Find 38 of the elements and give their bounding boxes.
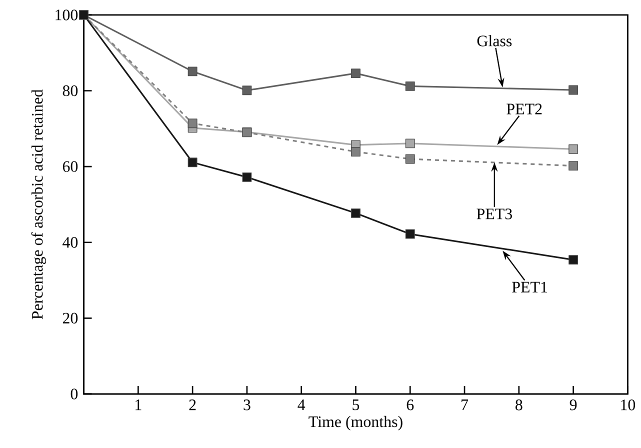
x-tick-label: 1 <box>136 400 142 410</box>
point <box>351 68 360 78</box>
point <box>568 85 578 95</box>
point <box>568 255 578 265</box>
point <box>405 229 415 239</box>
y-tick-label: 40 <box>62 237 78 248</box>
point <box>188 158 198 168</box>
y-tick-label: 0 <box>70 388 78 400</box>
point <box>405 154 415 164</box>
x-tick-label: 10 <box>621 400 636 410</box>
x-axis-title: Time (months) <box>308 416 402 430</box>
point <box>242 86 252 96</box>
x-tick-label: 7 <box>462 400 468 410</box>
point <box>188 118 198 128</box>
point <box>405 138 415 148</box>
x-tick-label: 6 <box>406 400 414 410</box>
point <box>188 66 198 76</box>
annotation: PET2 <box>506 104 542 114</box>
point <box>568 144 578 154</box>
x-tick-label: 2 <box>189 400 196 410</box>
point <box>351 147 360 157</box>
x-tick-label: 9 <box>570 400 577 410</box>
x-tick-label: 8 <box>516 400 522 410</box>
annotation: PET3 <box>476 208 512 220</box>
y-tick-label: 80 <box>62 85 78 96</box>
point <box>568 161 578 171</box>
point <box>405 82 415 92</box>
annotation: PET1 <box>512 282 548 292</box>
y-axis-title: Percentage of ascorbic acid retained <box>31 90 46 320</box>
point <box>242 172 252 182</box>
annotation: Glass <box>477 35 512 46</box>
y-tick-label: 100 <box>56 10 78 20</box>
point <box>351 208 360 218</box>
x-tick-label: 5 <box>352 400 360 410</box>
y-tick-label: 60 <box>62 161 78 172</box>
x-tick-label: 3 <box>244 400 250 410</box>
x-tick-label: 4 <box>298 400 306 410</box>
y-tick-label: 20 <box>62 312 78 324</box>
